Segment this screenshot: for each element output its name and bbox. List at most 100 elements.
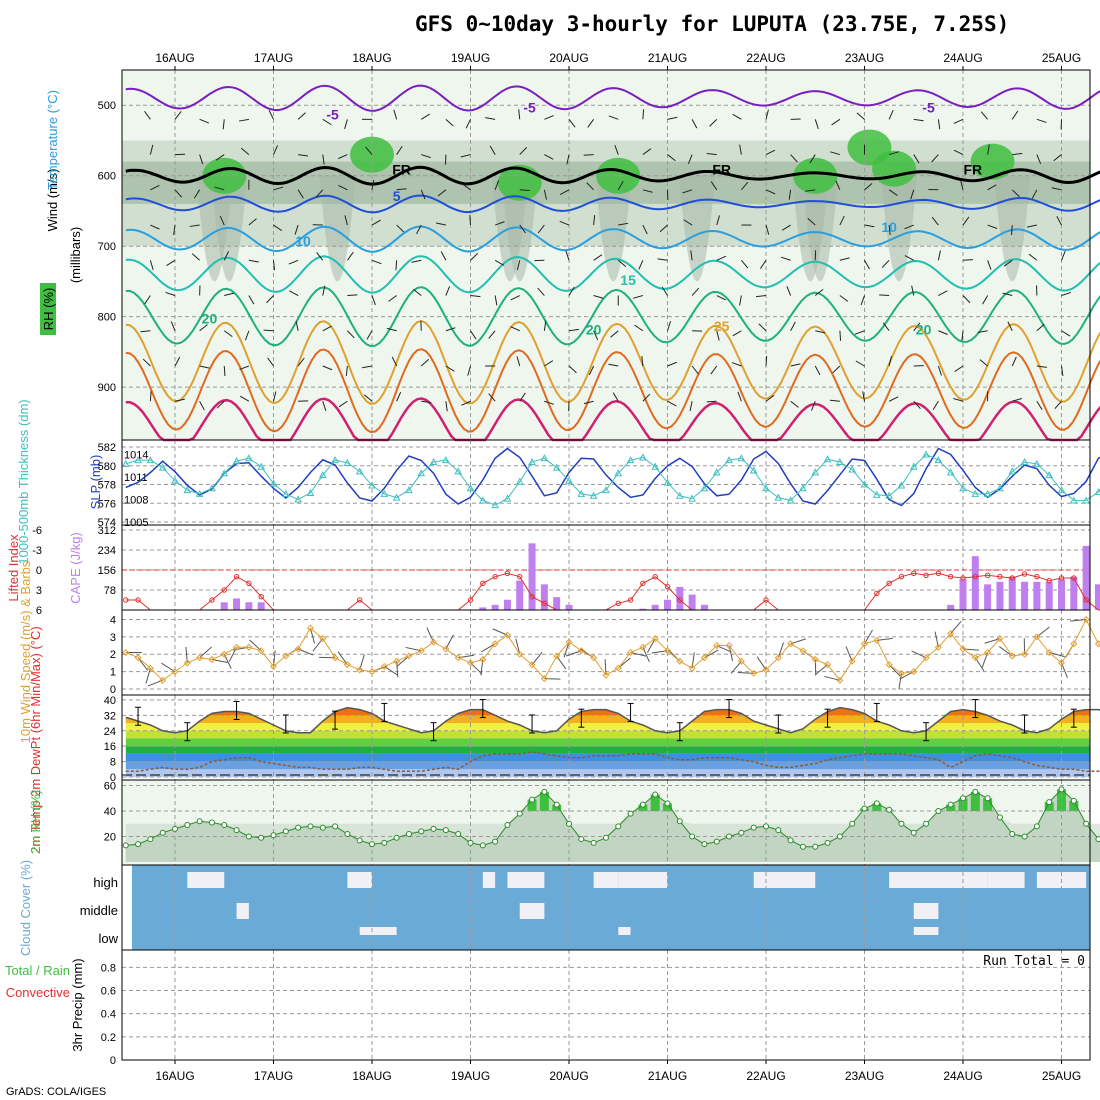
wind-barb — [661, 286, 668, 296]
wind-barb — [216, 400, 225, 409]
rh2m-marker — [442, 827, 449, 834]
wind-barb — [294, 224, 299, 235]
wind-barb — [831, 118, 841, 126]
wind-barb — [633, 295, 644, 299]
wind-barb — [519, 147, 528, 155]
thickness-marker — [614, 469, 623, 477]
thickness-marker — [872, 490, 881, 498]
wind-barb — [1036, 365, 1047, 368]
wind-barb — [706, 153, 717, 156]
wind-barb — [910, 189, 915, 200]
wind-10m-axis-label: 10m Wind Speed (m/s) & Barbs — [18, 560, 33, 743]
cloud-block — [913, 903, 939, 919]
thickness-marker — [281, 489, 290, 497]
wind-barb — [805, 189, 816, 192]
li-marker — [898, 573, 905, 580]
rh2m-marker — [418, 828, 425, 835]
rh2m-marker — [172, 825, 178, 832]
li-axis-label: Lifted Index — [6, 534, 21, 602]
rh2m-marker — [566, 820, 572, 827]
thickness-marker — [368, 481, 376, 489]
li-marker — [356, 597, 363, 603]
wind-barb — [1036, 118, 1047, 123]
wind-speed-marker — [824, 661, 832, 669]
thickness-marker — [1045, 471, 1054, 479]
wind-barb — [786, 286, 792, 296]
millibars-axis-label: (millibars) — [68, 227, 83, 283]
wind-barb — [396, 391, 402, 402]
wind-barb — [756, 295, 767, 298]
wind-barb — [239, 395, 250, 402]
wind-barb-10m — [814, 664, 828, 676]
wind-barb — [416, 224, 422, 235]
wind-speed-marker — [319, 635, 327, 643]
wind-speed-marker — [356, 666, 364, 674]
wind-barb-10m — [999, 646, 1013, 657]
temp-band — [125, 707, 1090, 716]
wind-barb — [344, 215, 348, 226]
wind-barb — [814, 288, 824, 296]
wind-barb — [731, 362, 742, 367]
thickness-marker — [823, 455, 832, 463]
wind-barb — [618, 222, 629, 226]
rh2m-marker — [615, 823, 622, 830]
wind-barb — [608, 115, 619, 120]
wind-barb — [809, 154, 816, 164]
wind-barb — [189, 224, 200, 227]
wind-barb — [1002, 292, 1013, 297]
rh-axis-label: RH (%) — [41, 288, 56, 331]
wind-barb — [790, 321, 796, 331]
chart-layer: 16AUG 16AUG 17AUG 17AUG 18AUG 18AUG 19AUG 19AUG… — [5, 51, 1100, 1083]
wind-speed-marker — [146, 664, 154, 672]
wind-barb — [888, 356, 893, 367]
rh2m-marker — [356, 837, 363, 844]
rh2m-marker — [787, 837, 794, 844]
wind-barb — [659, 224, 668, 233]
temp-ytick: 16 — [104, 741, 116, 753]
wind-barb — [322, 285, 326, 296]
li-marker — [1021, 571, 1028, 577]
wind-barb — [739, 295, 742, 306]
thickness-ytick: 578 — [98, 480, 116, 492]
wind-barb — [488, 393, 496, 402]
thickness-marker — [503, 494, 512, 502]
wind-barb-10m — [704, 649, 719, 659]
rh2m-marker — [799, 843, 806, 850]
wind-barb — [687, 154, 693, 165]
date-label-bottom: 21AUG — [648, 1069, 687, 1083]
wind-barb — [165, 291, 176, 296]
thickness-marker — [959, 484, 967, 492]
rh2m-marker — [824, 839, 831, 846]
thickness-marker — [836, 457, 844, 465]
li-marker — [677, 597, 683, 603]
li-marker — [960, 575, 966, 581]
wind-ytick: 3 — [110, 632, 116, 644]
rh2m-marker — [1021, 833, 1028, 840]
thickness-marker — [442, 456, 450, 464]
wind-barb-10m — [137, 657, 149, 671]
temp-axis-label: 2m Temp 2m DewPt (6hr Min/Max) (°C) — [28, 626, 43, 853]
rh2m-marker — [738, 829, 745, 836]
wind-barb — [980, 111, 989, 120]
wind-barb — [322, 325, 332, 332]
wind-barb — [395, 260, 398, 271]
wind-barb — [691, 365, 699, 375]
cape-ytick: 234 — [98, 545, 116, 557]
thickness-marker — [565, 476, 573, 484]
date-label-top: 19AUG — [451, 51, 490, 65]
wind-barb — [737, 391, 742, 402]
thickness-marker — [269, 479, 278, 487]
wind-barb — [888, 189, 898, 196]
wind-barb — [174, 356, 181, 367]
wind-barb — [494, 295, 498, 306]
wind-barb — [510, 295, 520, 301]
wind-barb — [568, 328, 579, 332]
thickness-marker — [331, 456, 339, 464]
rh2m-marker — [1058, 786, 1065, 793]
cape-ytick: 312 — [98, 525, 116, 537]
wind-barb — [937, 365, 942, 376]
cape-bar — [984, 584, 992, 610]
precip-ytick: 0.2 — [101, 1032, 116, 1044]
wind-barb — [1051, 187, 1062, 191]
